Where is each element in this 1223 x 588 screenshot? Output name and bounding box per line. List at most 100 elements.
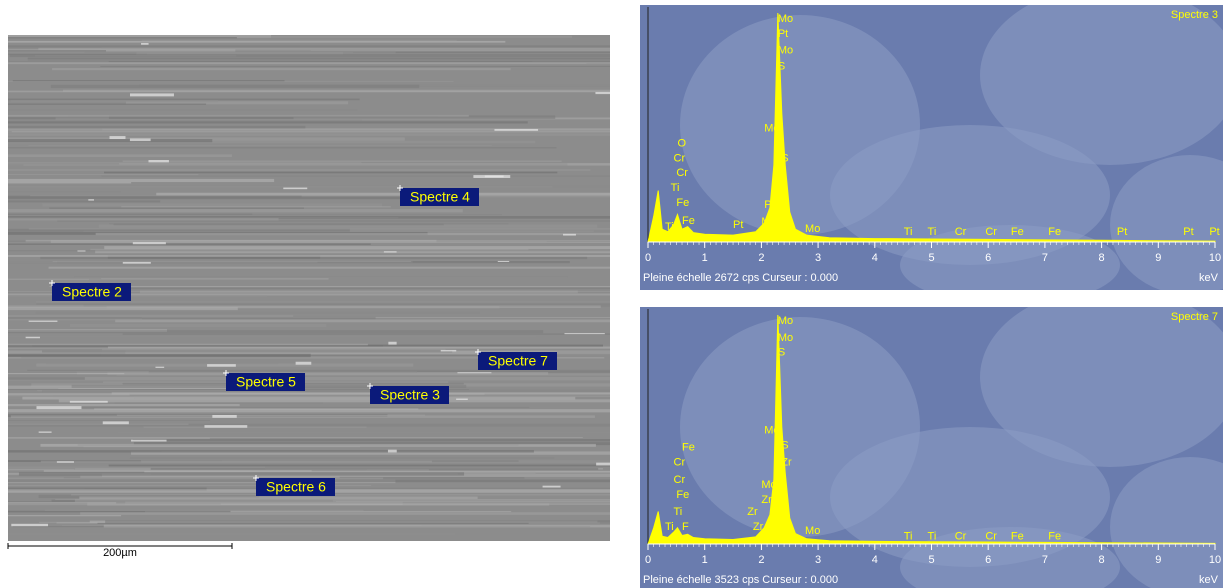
x-tick-label: 3 <box>815 252 821 264</box>
peak-label: F <box>682 521 689 533</box>
peak-label: Cr <box>955 530 967 542</box>
sem-streak <box>12 80 285 82</box>
peak-label: Mo <box>778 332 793 344</box>
peak-label: Fe <box>1011 530 1024 542</box>
sem-streak <box>8 191 121 193</box>
sem-streak <box>122 333 610 335</box>
x-tick-label: 8 <box>1099 252 1105 264</box>
spectrum-marker-box <box>370 386 449 404</box>
sem-streak <box>8 343 368 346</box>
sem-streak <box>100 353 610 356</box>
sem-highlight <box>88 199 95 201</box>
sem-streak <box>71 493 610 496</box>
sem-streak <box>8 330 544 334</box>
sem-highlight <box>155 366 165 368</box>
sem-streak <box>79 496 478 500</box>
sem-streak <box>49 286 610 288</box>
sem-highlight <box>131 439 167 442</box>
sem-highlight <box>69 400 108 403</box>
spectrum-area <box>647 12 1216 243</box>
x-tick-label: 6 <box>985 554 991 566</box>
sem-streak <box>8 254 610 257</box>
sem-streak <box>58 387 270 389</box>
x-tick-label: 7 <box>1042 252 1048 264</box>
spectrum-title: Spectre 7 <box>1171 311 1218 323</box>
sem-streak <box>8 510 231 513</box>
spectrum-marker-box <box>478 352 557 370</box>
sem-streak <box>8 479 610 483</box>
sem-highlight <box>129 93 174 97</box>
sem-streak <box>8 243 371 245</box>
sem-highlight <box>440 349 457 352</box>
sem-streak <box>8 293 610 296</box>
sem-streak <box>8 353 311 358</box>
sem-streak <box>101 46 610 50</box>
peak-label: Zr <box>781 456 792 468</box>
sem-streak <box>48 266 610 269</box>
peak-label: Pt <box>1183 226 1193 238</box>
sem-streak <box>8 49 236 52</box>
sem-highlight <box>457 372 492 374</box>
sem-streak <box>8 217 279 221</box>
sem-streak <box>8 35 573 38</box>
x-tick-label: 5 <box>928 252 934 264</box>
peak-label: Ti <box>665 221 674 233</box>
sem-streak <box>27 369 610 371</box>
sem-streak <box>8 423 610 427</box>
x-tick-label: 2 <box>758 252 764 264</box>
peak-label: Fe <box>682 215 695 227</box>
sem-streak <box>8 393 130 396</box>
sem-streak <box>42 350 453 353</box>
sem-highlight <box>387 449 397 453</box>
peak-label: Cr <box>955 226 967 238</box>
sem-highlight <box>388 341 397 345</box>
sem-streak <box>118 432 610 433</box>
sem-streak <box>8 376 610 381</box>
sem-highlight <box>38 431 52 433</box>
sem-streak <box>8 133 610 136</box>
sem-highlight <box>212 414 237 418</box>
sem-streak <box>8 50 396 54</box>
x-tick-label: 7 <box>1042 554 1048 566</box>
x-tick-label: 4 <box>872 252 878 264</box>
sem-streak <box>8 59 610 61</box>
spectrum-marker-label: Spectre 3 <box>380 387 440 403</box>
peak-label: Cr <box>674 152 686 164</box>
peak-label: Mo <box>778 45 793 57</box>
peak-label: Mo <box>805 525 820 537</box>
peak-label: S <box>781 152 788 164</box>
spectrum-area <box>647 314 1216 545</box>
sem-streak <box>8 404 240 407</box>
sem-highlight <box>204 425 248 428</box>
sem-streak <box>44 509 364 511</box>
sem-streak <box>8 60 533 62</box>
sem-streak <box>43 469 312 472</box>
peak-label: O <box>677 137 686 149</box>
sem-streak <box>8 344 603 347</box>
sem-streak <box>8 423 189 425</box>
sem-streak <box>8 209 463 213</box>
sem-streak <box>108 464 610 467</box>
sem-streak <box>133 442 610 446</box>
sem-streak <box>8 291 610 292</box>
sem-highlight <box>132 242 166 245</box>
sem-streak <box>95 232 610 236</box>
sem-streak <box>49 207 304 209</box>
sem-highlight <box>295 361 312 365</box>
sem-streak <box>107 255 321 259</box>
sem-streak <box>8 214 502 216</box>
spectrum-marker-cross <box>223 370 229 376</box>
sem-streak <box>8 409 610 413</box>
x-tick-label: 2 <box>758 554 764 566</box>
peak-label: Pt <box>778 28 788 40</box>
sem-streak <box>8 217 399 219</box>
peak-label: Fe <box>676 489 689 501</box>
peak-label: Pt <box>764 199 774 211</box>
sem-highlight <box>383 251 397 253</box>
sem-streak <box>65 295 610 297</box>
sem-streak <box>8 316 376 320</box>
sem-streak <box>58 399 610 403</box>
sem-streak <box>8 307 238 311</box>
x-tick-label: 1 <box>702 252 708 264</box>
sem-streak <box>8 140 536 144</box>
